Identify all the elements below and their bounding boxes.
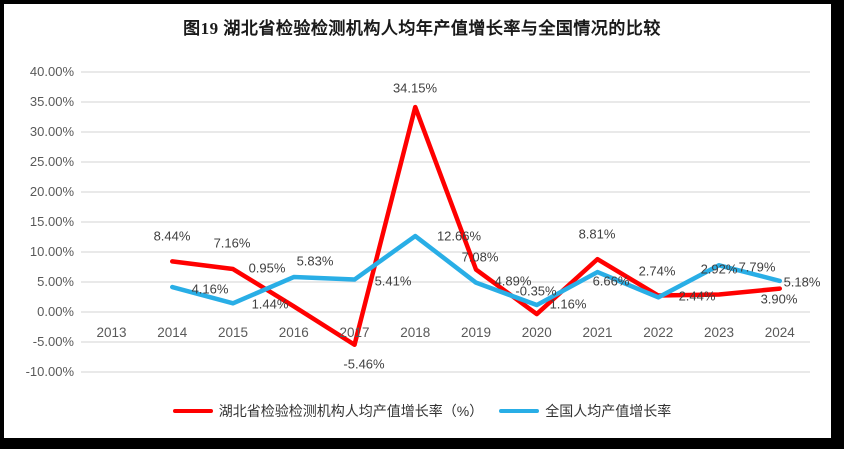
y-axis-tick-label: 30.00%	[29, 124, 74, 139]
y-axis-tick-label: 25.00%	[29, 154, 74, 169]
data-label: -0.35%	[515, 283, 557, 299]
x-axis-tick-label: 2022	[643, 325, 674, 340]
x-axis-tick-label: 2014	[157, 325, 188, 340]
hubei-series-line	[170, 104, 782, 348]
y-axis-tick-label: 35.00%	[29, 94, 74, 109]
data-label: 8.81%	[578, 226, 616, 242]
y-axis-tick-label: 5.00%	[37, 274, 74, 289]
data-label: 0.95%	[248, 260, 286, 276]
data-label: 7.79%	[738, 259, 776, 275]
x-axis-tick-label: 2019	[460, 325, 492, 340]
data-label: 7.16%	[213, 235, 251, 251]
data-label: 2.92%	[700, 261, 738, 277]
data-label: 12.66%	[436, 228, 482, 244]
x-axis-tick-label: 2015	[217, 325, 249, 340]
data-label: 5.18%	[783, 274, 821, 290]
data-label: 5.83%	[296, 253, 334, 269]
x-axis-tick-label: 2024	[764, 325, 795, 340]
data-label: 3.90%	[760, 291, 798, 307]
x-axis-tick-label: 2018	[400, 325, 431, 340]
legend-line-swatch-blue	[499, 409, 540, 413]
y-axis-tick-label: 15.00%	[29, 214, 74, 229]
data-label: 4.16%	[191, 281, 229, 297]
y-axis-tick-label: 0.00%	[37, 304, 74, 319]
data-label: 8.44%	[153, 228, 191, 244]
data-label: 34.15%	[392, 80, 438, 96]
national-series-line	[170, 233, 782, 308]
frame-border-bottom	[0, 438, 844, 449]
gridlines	[81, 71, 810, 373]
frame-border-left	[0, 0, 4, 449]
x-axis-tick-label: 2021	[582, 325, 613, 340]
data-label: 1.44%	[251, 296, 289, 312]
y-axis-tick-label: -5.00%	[32, 334, 74, 349]
y-axis-tick-label: 10.00%	[29, 244, 74, 259]
x-axis-tick-label: 2016	[278, 325, 309, 340]
data-label: 5.41%	[374, 273, 412, 289]
frame-border-top	[0, 0, 844, 4]
legend-label-national: 全国人均产值增长率	[545, 403, 672, 419]
y-axis-tick-label: -10.00%	[25, 364, 74, 379]
x-axis-tick-label: 2017	[339, 325, 370, 340]
x-axis-tick-label: 2013	[96, 325, 127, 340]
data-label: 1.16%	[549, 296, 587, 312]
chart-title: 图19 湖北省检验检测机构人均年产值增长率与全国情况的比较	[183, 19, 661, 38]
frame-border-right	[831, 0, 844, 449]
legend-line-swatch-red	[172, 409, 213, 413]
data-label: 2.44%	[678, 288, 716, 304]
x-axis-tick-label: 2020	[521, 325, 552, 340]
data-label: 6.66%	[592, 273, 630, 289]
legend-label-hubei: 湖北省检验检测机构人均产值增长率（%）	[218, 403, 484, 419]
data-label: 7.08%	[461, 249, 499, 265]
x-axis-tick-label: 2023	[703, 325, 735, 340]
legend-item-national: 全国人均产值增长率	[499, 401, 671, 421]
data-label: 2.74%	[638, 263, 676, 279]
series-lines	[170, 104, 782, 348]
y-axis-tick-label: 40.00%	[29, 64, 74, 79]
legend: 湖北省检验检测机构人均产值增长率（%） 全国人均产值增长率	[0, 401, 844, 421]
y-axis-tick-label: 20.00%	[29, 184, 74, 199]
data-label: 4.89%	[494, 273, 532, 289]
legend-item-hubei: 湖北省检验检测机构人均产值增长率（%）	[172, 401, 484, 421]
data-label: -5.46%	[343, 356, 385, 372]
